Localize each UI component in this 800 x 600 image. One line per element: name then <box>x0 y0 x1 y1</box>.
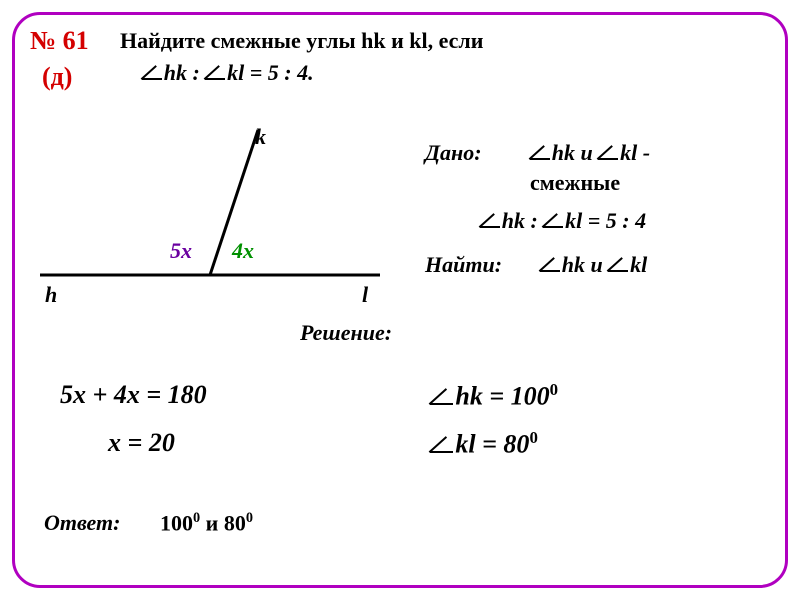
angle-icon <box>205 67 225 80</box>
diagram-label-5x: 5x <box>170 238 192 264</box>
given-line-2: смежные <box>530 170 620 196</box>
task-ratio-suffix: kl = 5 : 4. <box>227 60 313 85</box>
result-kl: kl = 800 <box>430 428 538 460</box>
diagram-label-k: k <box>255 124 266 150</box>
find-hk: hk и <box>562 252 608 277</box>
given-hk: hk и <box>552 140 598 165</box>
answer-text: 1000 и 800 <box>160 510 253 536</box>
find-kl: kl <box>630 252 647 277</box>
angle-icon <box>480 215 500 228</box>
ratio-hk: hk : <box>502 208 544 233</box>
angle-icon <box>543 215 563 228</box>
angle-icon <box>430 390 453 406</box>
eq1-text: 5x + 4x = 180 <box>60 380 207 409</box>
angle-icon <box>530 147 550 160</box>
equation-2: x = 20 <box>108 428 175 458</box>
equation-1: 5x + 4x = 180 <box>60 380 207 410</box>
result-hk: hk = 1000 <box>430 380 558 412</box>
degree-sign: 0 <box>529 428 537 447</box>
diagram-svg <box>40 130 410 300</box>
angle-icon <box>430 438 453 454</box>
result-kl-text: kl = 80 <box>455 430 529 459</box>
angle-icon <box>598 147 618 160</box>
find-label: Найти: <box>425 252 502 278</box>
diagram-label-l: l <box>362 282 368 308</box>
problem-number-sub: (д) <box>42 62 72 92</box>
task-ratio-prefix: hk : <box>164 60 206 85</box>
given-kl: kl - <box>620 140 650 165</box>
task-line-1: Найдите смежные углы hk и kl, если <box>120 28 483 54</box>
answer-label: Ответ: <box>44 510 120 536</box>
diagram-label-4x: 4x <box>232 238 254 264</box>
solution-label: Решение: <box>300 320 392 346</box>
ratio-kl: kl = 5 : 4 <box>565 208 646 233</box>
given-label: Дано: <box>425 140 482 166</box>
angle-icon <box>540 259 560 272</box>
eq2-text: x = 20 <box>108 428 175 457</box>
diagram-label-h: h <box>45 282 57 308</box>
given-line-1: hk и kl - <box>530 140 650 166</box>
diagram: k h l 5x 4x <box>40 130 410 300</box>
angle-icon <box>142 67 162 80</box>
problem-number: № 61 <box>30 26 89 56</box>
degree-sign: 0 <box>550 380 558 399</box>
result-hk-text: hk = 100 <box>455 382 549 411</box>
find-text: hk и kl <box>540 252 647 278</box>
angle-icon <box>608 259 628 272</box>
task-line-2: hk : kl = 5 : 4. <box>142 60 314 86</box>
given-ratio: hk : kl = 5 : 4 <box>480 208 646 234</box>
